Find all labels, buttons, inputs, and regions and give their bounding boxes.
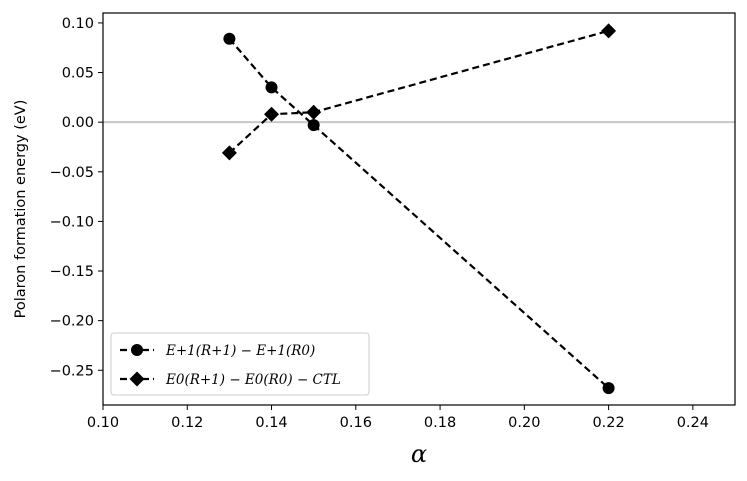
series-2 <box>221 23 617 161</box>
legend-box <box>110 332 370 396</box>
y-tick-label: 0.00 <box>62 115 94 131</box>
x-tick-label: 0.20 <box>508 415 540 431</box>
diamond-data-point <box>306 104 322 120</box>
y-axis-ticks: 0.10 0.05 0.00 −0.05 −0.10 −0.15 −0.20 −0.25 <box>50 16 103 379</box>
plot-frame <box>102 12 736 406</box>
y-tick-label: −0.25 <box>50 363 94 379</box>
circle-data-point <box>223 32 236 45</box>
legend-entry: E0(R+1) − E0(R0) − CTL <box>120 371 341 388</box>
legend-label: E0(R+1) − E0(R0) − CTL <box>165 372 341 388</box>
x-tick-label: 0.22 <box>592 415 624 431</box>
legend-entry: E+1(R+1) − E+1(R0) <box>120 343 315 359</box>
y-tick-label: 0.05 <box>62 66 94 82</box>
data-series <box>221 23 617 395</box>
legend-label: E+1(R+1) − E+1(R0) <box>165 343 315 359</box>
x-axis-ticks: 0.10 0.12 0.14 0.16 0.18 0.20 0.22 0.24 <box>87 405 709 431</box>
legend-items: E+1(R+1) − E+1(R0) E0(R+1) − E0(R0) − CTL <box>120 343 341 388</box>
x-tick-label: 0.12 <box>171 415 203 431</box>
series-line <box>228 38 610 389</box>
y-axis-label: Polaron formation energy (eV) <box>13 100 29 319</box>
diamond-data-point <box>221 145 237 161</box>
legend: E+1(R+1) − E+1(R0) E0(R+1) − E0(R0) − CTL <box>110 332 370 396</box>
x-axis-label: α <box>411 440 427 468</box>
circle-data-point <box>265 81 278 94</box>
x-tick-label: 0.14 <box>255 415 287 431</box>
circle-data-point <box>602 382 615 395</box>
legend-circle-marker <box>131 344 143 356</box>
circle-data-point <box>307 119 320 132</box>
y-tick-label: −0.20 <box>50 314 94 330</box>
y-tick-label: 0.10 <box>62 16 94 32</box>
y-tick-label: −0.15 <box>50 264 94 280</box>
series-line <box>228 29 609 154</box>
y-tick-label: −0.10 <box>50 214 94 230</box>
x-tick-label: 0.18 <box>424 415 456 431</box>
y-tick-label: −0.05 <box>50 165 94 181</box>
x-tick-label: 0.10 <box>87 415 119 431</box>
diamond-data-point <box>264 106 280 122</box>
diamond-data-point <box>601 23 617 39</box>
legend-diamond-marker <box>129 371 145 387</box>
x-tick-label: 0.16 <box>340 415 372 431</box>
series-1 <box>223 32 615 395</box>
x-tick-label: 0.24 <box>677 415 709 431</box>
